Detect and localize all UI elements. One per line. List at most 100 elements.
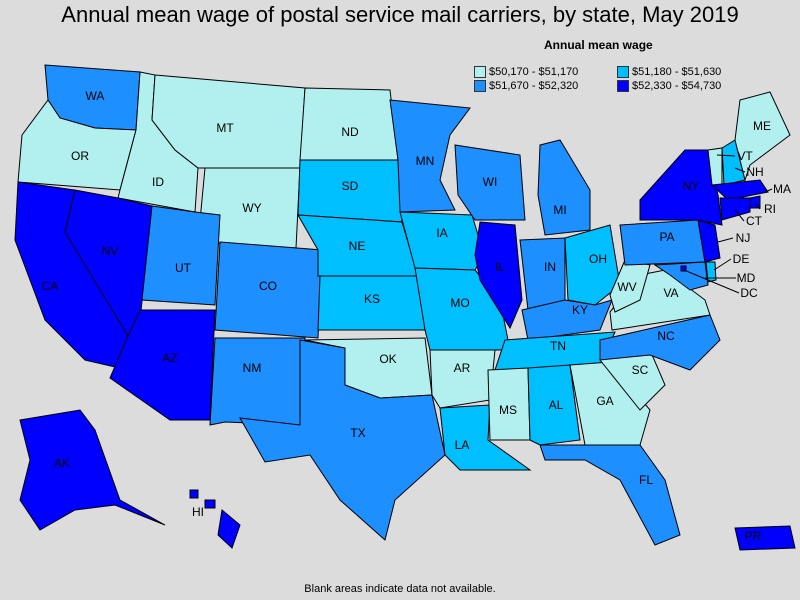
state-label-sc: SC (632, 363, 649, 377)
state-label-wv: WV (617, 280, 636, 294)
state-label-id: ID (152, 175, 164, 189)
state-label-ne: NE (349, 239, 366, 253)
leader-line-ct (734, 209, 745, 222)
state-oh (564, 224, 621, 306)
state-tx (239, 339, 446, 541)
legend-swatch-3 (474, 80, 486, 92)
state-label-ia: IA (436, 226, 447, 240)
state-wv (609, 259, 651, 313)
leader-line-dc (683, 269, 740, 294)
state-label-sd: SD (342, 179, 359, 193)
legend-item-2: $51,180 - $51,630 (617, 66, 721, 78)
state-label-az: AZ (162, 351, 177, 365)
state-label-va: VA (663, 286, 678, 300)
state-label-nv: NV (102, 244, 119, 258)
legend-swatch-4 (617, 80, 629, 92)
state-wi (454, 144, 526, 221)
state-nd (299, 87, 399, 161)
state-label-de: DE (733, 252, 750, 266)
state-label-mn: MN (416, 154, 435, 168)
legend-item-1: $50,170 - $51,170 (474, 66, 578, 78)
state-label-ca: CA (42, 279, 59, 293)
state-de (705, 261, 717, 283)
state-label-ms: MS (499, 403, 517, 417)
state-label-mi: MI (553, 203, 566, 217)
leader-line-nh (734, 167, 746, 173)
state-label-tx: TX (350, 426, 365, 440)
map-title: Annual mean wage of postal service mail … (61, 2, 739, 27)
state-label-oh: OH (589, 252, 607, 266)
state-label-ut: UT (175, 261, 192, 275)
state-label-or: OR (71, 149, 89, 163)
state-label-md: MD (737, 271, 756, 285)
state-label-ky: KY (572, 303, 588, 317)
state-ct (719, 197, 751, 221)
state-ri (749, 195, 761, 209)
state-co (214, 241, 323, 339)
state-fl (539, 444, 681, 546)
state-mn (389, 99, 471, 213)
state-label-nj: NJ (736, 231, 751, 245)
state-label-la: LA (455, 438, 470, 452)
state-label-ok: OK (379, 352, 396, 366)
state-me (734, 91, 791, 182)
state-label-ri: RI (764, 202, 776, 216)
state-nj (697, 219, 721, 263)
leader-line-ri (754, 202, 761, 210)
state-label-in: IN (544, 260, 556, 274)
state-az (109, 309, 216, 421)
state-label-ct: CT (746, 214, 763, 228)
state-label-pr: PR (745, 529, 762, 543)
legend-swatch-1 (474, 66, 486, 78)
legend-item-4: $52,330 - $54,730 (617, 80, 721, 92)
state-label-wi: WI (483, 175, 498, 189)
leader-line-de (713, 258, 732, 271)
state-al (527, 364, 581, 446)
state-label-wa: WA (86, 89, 105, 103)
state-in (519, 237, 566, 311)
state-label-vt: VT (737, 149, 753, 163)
state-label-me: ME (753, 119, 771, 133)
legend-item-3: $51,670 - $52,320 (474, 80, 578, 92)
state-ma (710, 179, 769, 201)
state-label-ak: AK (54, 456, 70, 470)
legend-title: Annual mean wage (544, 38, 653, 52)
state-label-nc: NC (657, 329, 675, 343)
state-label-il: IL (495, 260, 505, 274)
state-hi (189, 489, 241, 549)
state-label-nh: NH (746, 165, 763, 179)
legend-label-1: $50,170 - $51,170 (489, 66, 579, 78)
state-label-wy: WY (242, 201, 261, 215)
state-ny (639, 149, 723, 226)
state-il (474, 221, 523, 330)
state-label-ar: AR (454, 361, 471, 375)
leader-line-nj (717, 237, 734, 243)
legend-label-3: $51,670 - $52,320 (489, 80, 579, 92)
state-label-nm: NM (243, 361, 262, 375)
state-label-pa: PA (659, 230, 674, 244)
state-label-ny: NY (683, 179, 700, 193)
state-label-dc: DC (740, 286, 758, 300)
state-label-ga: GA (596, 394, 613, 408)
leader-line-vt (716, 154, 736, 157)
state-label-nd: ND (341, 125, 359, 139)
state-label-ks: KS (364, 292, 380, 306)
state-label-al: AL (549, 398, 564, 412)
state-label-fl: FL (639, 473, 653, 487)
legend-label-2: $51,180 - $51,630 (632, 66, 722, 78)
state-nm (209, 337, 306, 426)
footnote: Blank areas indicate data not available. (304, 583, 496, 595)
state-label-tn: TN (550, 339, 566, 353)
state-mi (537, 139, 591, 236)
state-ak (19, 409, 166, 531)
legend-label-4: $52,330 - $54,730 (632, 80, 722, 92)
state-label-co: CO (259, 279, 277, 293)
state-md (653, 261, 709, 291)
state-label-mo: MO (450, 296, 469, 310)
legend-swatch-2 (617, 66, 629, 78)
state-ut (141, 205, 221, 306)
leader-line-ma (764, 188, 773, 193)
state-label-mt: MT (216, 121, 234, 135)
state-label-hi: HI (192, 505, 204, 519)
